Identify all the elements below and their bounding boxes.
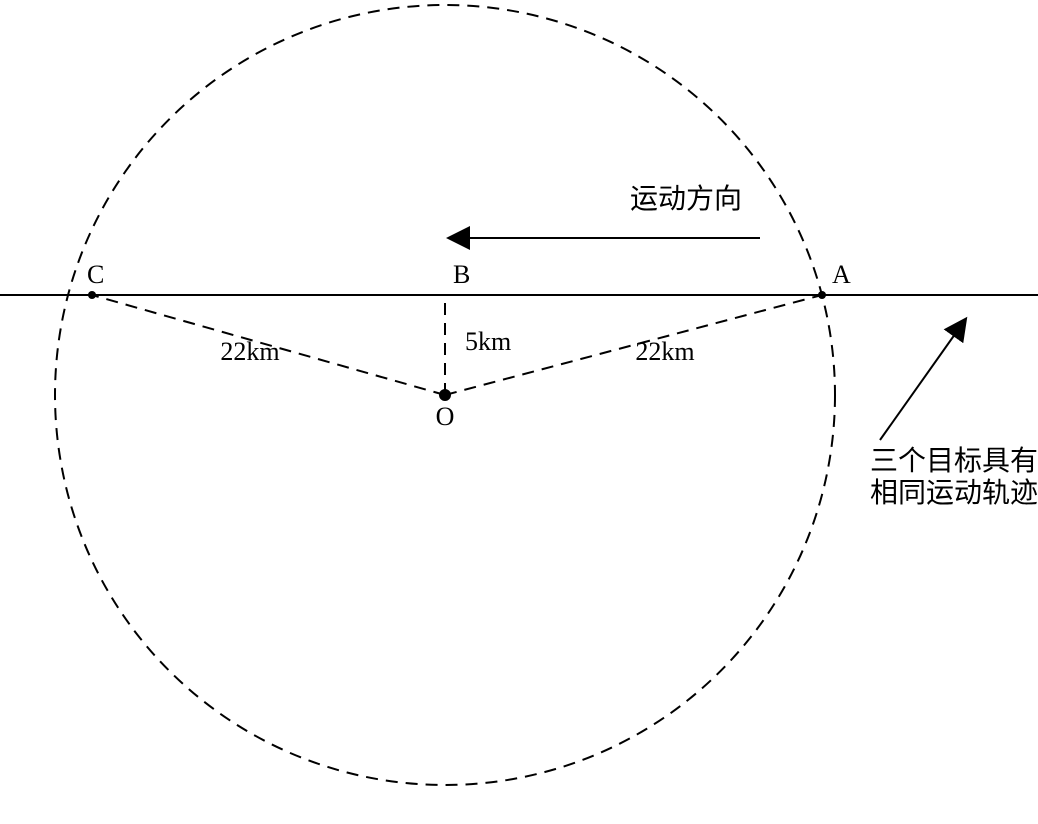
callout-line2: 相同运动轨迹 xyxy=(870,477,1038,509)
point-c xyxy=(88,291,96,299)
label-ob-dist: 5km xyxy=(465,327,511,356)
callout-line1: 三个目标具有 xyxy=(870,445,1038,477)
callout-arrow xyxy=(880,320,965,440)
point-a xyxy=(818,291,826,299)
label-oc-dist: 22km xyxy=(220,337,279,366)
label-o: O xyxy=(436,402,455,431)
point-o xyxy=(439,389,451,401)
label-c: C xyxy=(87,260,104,289)
label-oa-dist: 22km xyxy=(635,337,694,366)
label-a: A xyxy=(832,260,851,289)
motion-label: 运动方向 xyxy=(630,183,742,215)
label-b: B xyxy=(453,260,470,289)
